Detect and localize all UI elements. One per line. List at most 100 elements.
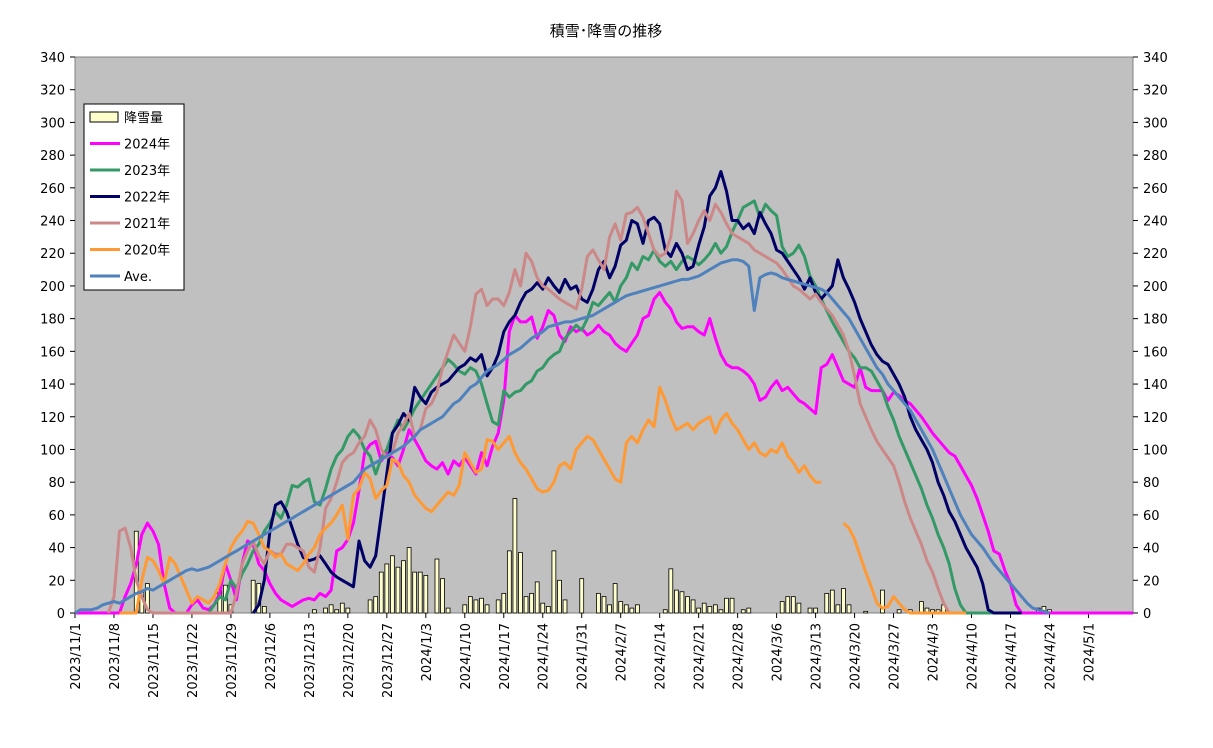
- snowfall-bar: [629, 607, 635, 614]
- y-tick-label-right: 200: [1143, 280, 1168, 295]
- y-tick-label-right: 280: [1143, 149, 1168, 164]
- snowfall-bar: [417, 571, 423, 614]
- series-lines: [74, 170, 1133, 615]
- snowfall-bar: [501, 592, 507, 614]
- legend-label: 2024年: [124, 138, 170, 153]
- x-tick-label: 2024/4/24: [1043, 623, 1058, 690]
- y-tick-label-left: 140: [40, 378, 65, 393]
- snowfall-bar: [479, 597, 484, 614]
- series-line-2022年: [251, 170, 1022, 615]
- snowfall-bar: [618, 601, 624, 614]
- x-tick-label: 2024/5/1: [1082, 623, 1097, 681]
- snowfall-bar: [685, 596, 690, 614]
- snowfall-bar: [312, 609, 317, 614]
- legend-label: 2021年: [124, 217, 170, 232]
- snowfall-bar: [729, 597, 735, 614]
- legend-label: 2022年: [124, 191, 170, 206]
- snowfall-bar: [835, 604, 841, 614]
- x-tick-label: 2024/1/10: [459, 623, 474, 690]
- snowfall-bar: [841, 588, 846, 614]
- y-tick-label-left: 0: [57, 607, 65, 622]
- y-tick-label-left: 120: [40, 411, 65, 426]
- snowfall-bar: [796, 602, 802, 614]
- x-tick-label: 2024/2/7: [615, 623, 630, 681]
- x-tick-label: 2023/11/8: [108, 623, 123, 690]
- snowfall-bar: [919, 601, 924, 614]
- snowfall-bar: [824, 592, 830, 614]
- snowfall-bar: [390, 555, 395, 614]
- snowfall-bar: [378, 571, 384, 614]
- snowfall-bar: [713, 604, 718, 614]
- snowfall-bar: [373, 596, 379, 614]
- y-tick-label-right: 140: [1143, 378, 1168, 393]
- snowfall-bar: [484, 604, 490, 614]
- snowfall-bar: [423, 574, 429, 614]
- snowfall-bar: [740, 609, 746, 614]
- series-line-2021年: [106, 189, 966, 615]
- legend-label: 2020年: [124, 244, 170, 259]
- x-tick-label: 2024/4/3: [927, 623, 942, 681]
- snowfall-bar: [779, 601, 785, 614]
- y-tick-label-left: 80: [48, 476, 65, 491]
- snowfall-bar: [696, 607, 702, 614]
- snowfall-bar: [829, 589, 835, 614]
- x-tick-label: 2023/12/27: [381, 623, 396, 698]
- snowfall-bar: [412, 571, 418, 614]
- y-tick-label-right: 320: [1143, 84, 1168, 99]
- y-tick-label-right: 100: [1143, 443, 1168, 458]
- legend-label: 降雪量: [124, 111, 163, 126]
- snowfall-bar: [406, 547, 412, 614]
- snowfall-bar: [690, 599, 696, 614]
- x-tick-label: 2024/4/17: [1004, 623, 1019, 690]
- x-tick-label: 2024/3/20: [849, 623, 864, 690]
- y-tick-label-left: 180: [40, 313, 65, 328]
- snowfall-bar: [145, 583, 150, 614]
- x-tick-label: 2024/1/17: [498, 623, 513, 690]
- snowfall-bar: [523, 596, 529, 614]
- y-tick-label-left: 340: [40, 51, 65, 66]
- x-tick-label: 2023/11/15: [147, 623, 162, 698]
- series-line-2020年: [119, 385, 822, 615]
- snowfall-bar: [334, 609, 340, 614]
- snowfall-bar: [473, 599, 479, 614]
- snowfall-bar: [612, 583, 618, 614]
- snowfall-bar: [863, 610, 869, 614]
- snowfall-bar: [445, 607, 451, 614]
- x-tick-label: 2023/12/20: [342, 623, 357, 698]
- x-tick-label: 2024/3/6: [771, 623, 786, 681]
- y-axis-left: 0 20 40 60 80 100 120 140 160 180 200 220 240 260 280 3…: [40, 51, 75, 622]
- snowfall-bar: [468, 596, 473, 614]
- x-tick-label: 2024/2/21: [693, 623, 708, 690]
- snowfall-bar: [635, 604, 640, 614]
- snowfall-bar: [896, 609, 902, 614]
- snowfall-bar: [540, 602, 546, 614]
- x-tick-label: 2024/1/24: [537, 623, 552, 690]
- x-tick-label: 2024/1/3: [420, 623, 435, 681]
- snowfall-bar: [880, 589, 885, 614]
- snowfall-bar: [534, 581, 540, 614]
- snowfall-bar: [701, 602, 707, 614]
- y-tick-label-left: 40: [48, 542, 65, 557]
- x-tick-label: 2024/2/14: [654, 623, 669, 690]
- snowfall-bar: [250, 579, 256, 614]
- snowfall-bar: [261, 606, 267, 614]
- y-tick-label-left: 320: [40, 84, 65, 99]
- snowfall-bar: [462, 604, 468, 614]
- snowfall-bar: [506, 550, 512, 614]
- snowfall-bar: [323, 607, 328, 614]
- x-tick-label: 2024/2/28: [732, 623, 747, 690]
- snowfall-bar: [846, 604, 852, 614]
- x-tick-label: 2023/12/13: [303, 623, 318, 698]
- y-tick-label-right: 120: [1143, 411, 1168, 426]
- snowfall-bar: [790, 596, 796, 614]
- y-tick-label-left: 300: [40, 116, 65, 131]
- x-tick-label: 2023/11/1: [69, 623, 84, 690]
- snowfall-bar: [579, 578, 585, 614]
- chart-title: 積雪･降雪の推移: [550, 22, 663, 40]
- snowfall-bar: [596, 592, 601, 614]
- legend-label: 2023年: [124, 164, 170, 179]
- legend-label: Ave.: [124, 270, 152, 285]
- y-tick-label-right: 220: [1143, 247, 1168, 262]
- snowfall-bar: [529, 592, 534, 614]
